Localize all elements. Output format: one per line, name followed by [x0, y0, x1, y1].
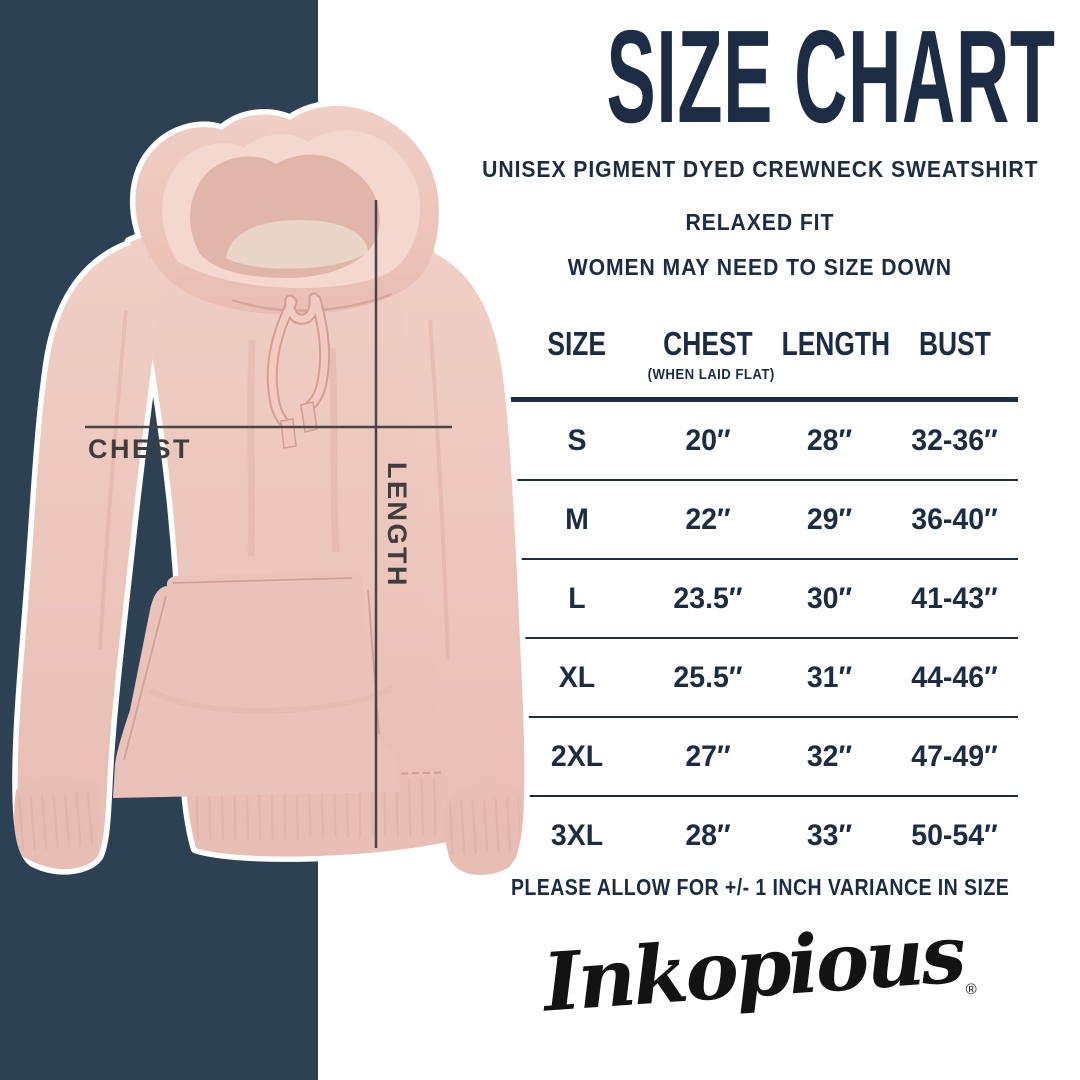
registered-trademark-icon: ® — [965, 981, 977, 998]
variance-note: PLEASE ALLOW FOR +/- 1 INCH VARIANCE IN … — [510, 874, 1010, 900]
subtitle-fabric: UNISEX PIGMENT DYED CREWNECK SWEATSHIRT — [481, 156, 1039, 182]
chest-cell: 27″ — [685, 739, 731, 773]
subtitle-sizing-note: WOMEN MAY NEED TO SIZE DOWN — [567, 254, 953, 280]
length-cell: 29″ — [806, 502, 853, 536]
size-table: SIZE CHEST LENGTH BUST (WHEN LAID FLAT) … — [506, 325, 1018, 874]
size-cell: L — [568, 581, 586, 615]
drawstrings — [266, 292, 331, 449]
bust-cell: 47-49″ — [911, 739, 998, 773]
table-row: XL 25.5″ 31″ 44-46″ — [506, 639, 1018, 718]
size-cell: M — [565, 502, 589, 536]
brand-logo: Inkopious ® — [430, 906, 1080, 1029]
measurement-guides: CHEST LENGTH — [85, 200, 452, 848]
table-header-row: SIZE CHEST LENGTH BUST — [506, 325, 1018, 402]
size-cell: XL — [558, 660, 596, 694]
garment-body — [14, 105, 525, 875]
chest-cell: 20″ — [685, 423, 731, 457]
table-row: 2XL 27″ 32″ 47-49″ — [506, 718, 1018, 797]
col-header-chest: CHEST — [663, 325, 753, 362]
length-cell: 28″ — [806, 423, 853, 457]
inner-back-panel — [226, 220, 368, 269]
table-row: M 22″ 29″ 36-40″ — [506, 481, 1018, 560]
bust-cell: 32-36″ — [911, 423, 998, 457]
col-header-bust: BUST — [918, 325, 991, 362]
size-cell: S — [567, 423, 587, 457]
page-title-wrap: SIZE CHART — [430, 3, 1080, 150]
bust-cell: 44-46″ — [911, 660, 998, 694]
chest-measure-note: (WHEN LAID FLAT) — [647, 366, 775, 383]
table-row: L 23.5″ 30″ 41-43″ — [506, 560, 1018, 639]
page-title: SIZE CHART — [606, 3, 1056, 150]
chest-label: CHEST — [88, 434, 192, 464]
bust-cell: 50-54″ — [911, 818, 998, 852]
chest-cell: 28″ — [685, 818, 731, 852]
subtitle-fit: RELAXED FIT — [685, 209, 835, 235]
size-cell: 3XL — [550, 818, 604, 852]
table-row: S 20″ 28″ 32-36″ — [506, 402, 1018, 481]
col-header-size: SIZE — [547, 325, 607, 362]
bust-cell: 41-43″ — [911, 581, 998, 615]
kangaroo-pocket — [113, 571, 400, 798]
chest-cell: 22″ — [685, 502, 731, 536]
bust-cell: 36-40″ — [911, 502, 998, 536]
col-header-length: LENGTH — [781, 325, 891, 362]
length-cell: 32″ — [806, 739, 853, 773]
chest-cell: 25.5″ — [673, 660, 743, 694]
left-cuff — [14, 776, 102, 867]
length-cell: 31″ — [806, 660, 853, 694]
length-cell: 33″ — [806, 818, 853, 852]
table-row: 3XL 28″ 33″ 50-54″ — [506, 797, 1018, 874]
chest-cell: 23.5″ — [673, 581, 743, 615]
brand-logo-text: Inkopious — [540, 906, 967, 1030]
length-label: LENGTH — [382, 462, 412, 588]
hoodie-illustration: CHEST LENGTH — [0, 0, 560, 900]
right-cuff — [444, 782, 523, 873]
length-cell: 30″ — [806, 581, 853, 615]
size-cell: 2XL — [550, 739, 604, 773]
